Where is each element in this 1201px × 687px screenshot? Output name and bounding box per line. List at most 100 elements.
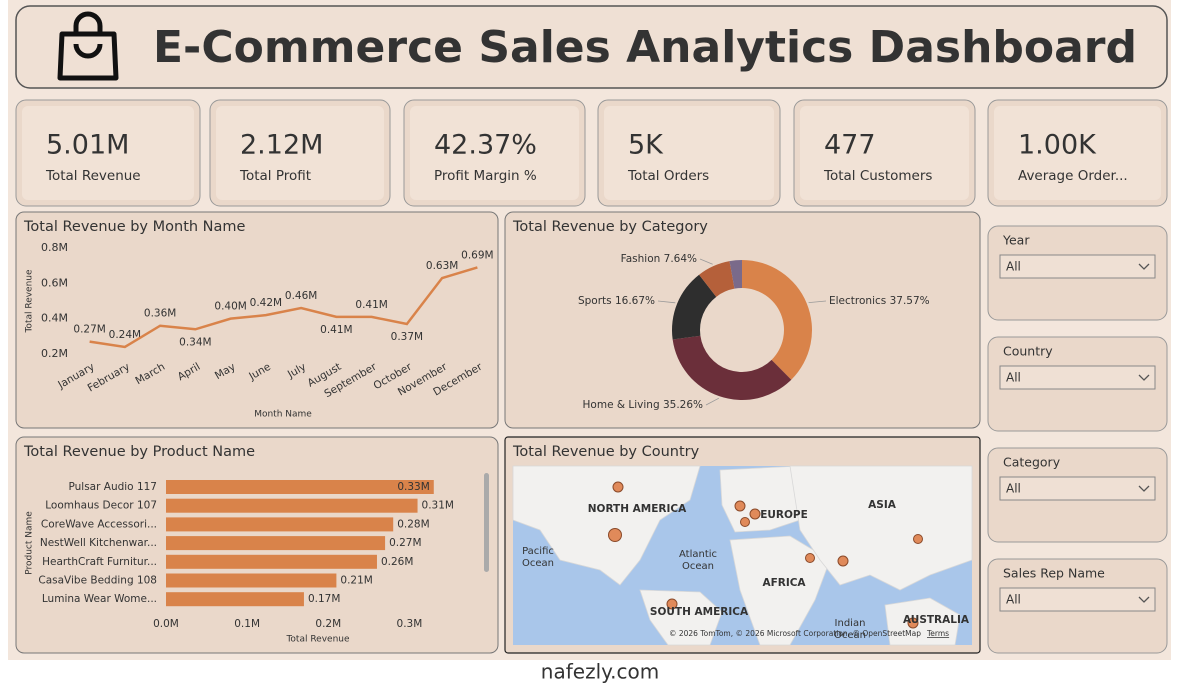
map-land xyxy=(729,535,831,646)
chart-title: Total Revenue by Country xyxy=(512,444,700,460)
slice-label: Fashion 7.64% xyxy=(621,253,697,265)
kpi-label: Total Profit xyxy=(239,168,311,184)
map-land xyxy=(639,589,723,646)
dropdown-arrow xyxy=(1138,374,1150,381)
map-bubble[interactable] xyxy=(740,517,750,527)
bar xyxy=(166,498,418,513)
kpi-value: 477 xyxy=(824,130,876,161)
data-label: 0.41M xyxy=(320,324,352,336)
data-label: 0.28M xyxy=(397,518,429,530)
slice-value: 37.57% xyxy=(890,295,930,307)
y-tick-label: HearthCraft Furnitur... xyxy=(42,556,157,568)
map-bubble[interactable] xyxy=(612,481,624,493)
y-tick-label: NestWell Kitchenwar... xyxy=(40,537,157,549)
map-land xyxy=(719,465,801,533)
y-axis-title: Total Revenue xyxy=(25,269,35,334)
data-label: 0.33M xyxy=(397,481,429,493)
kpi-inner xyxy=(604,106,774,200)
data-label: 0.27M xyxy=(73,324,105,336)
map-bubble[interactable] xyxy=(913,534,923,544)
ocean-word: Ocean xyxy=(522,558,554,569)
data-label: 0.37M xyxy=(391,331,423,343)
map-bubble[interactable] xyxy=(837,555,849,567)
bar xyxy=(166,517,394,532)
leader-line xyxy=(657,300,676,304)
slice-label: Home & Living 35.26% xyxy=(583,399,703,411)
x-tick-label: 0.2M xyxy=(315,618,341,630)
map-bubble[interactable] xyxy=(805,553,815,563)
kpi-label: Average Order... xyxy=(1018,168,1128,184)
slicer-dropdown[interactable] xyxy=(999,587,1156,612)
ocean-word: Pacific xyxy=(522,546,554,557)
kpi-inner xyxy=(994,106,1161,200)
slicer-value: All xyxy=(1006,593,1021,607)
y-tick-label: Lumina Wear Wome... xyxy=(42,593,157,605)
data-label: 0.42M xyxy=(250,297,282,309)
y-tick-label: CasaVibe Bedding 108 xyxy=(38,575,157,587)
continent-label: NORTH AMERICA xyxy=(588,503,687,515)
chart-title: Total Revenue by Product Name xyxy=(23,444,255,460)
map-land xyxy=(789,465,973,591)
panel xyxy=(504,211,981,429)
ocean-label: Indian Ocean xyxy=(834,618,866,641)
map-bubble[interactable] xyxy=(666,598,678,610)
slicer-dropdown[interactable] xyxy=(999,365,1156,390)
map-terms[interactable]: Terms xyxy=(926,629,949,638)
bar xyxy=(166,573,337,588)
data-label: 0.17M xyxy=(308,593,340,605)
kpi-value: 5K xyxy=(628,130,664,161)
data-label: 0.24M xyxy=(109,329,141,341)
header-box xyxy=(15,5,1168,89)
data-label: 0.27M xyxy=(389,537,421,549)
chart-title: Total Revenue by Category xyxy=(512,219,708,235)
bar xyxy=(166,592,304,607)
bar xyxy=(166,536,386,551)
y-tick-label: 0.6M xyxy=(41,276,68,289)
data-label: 0.21M xyxy=(340,575,372,587)
map-bubble[interactable] xyxy=(734,500,746,512)
kpi-value: 5.01M xyxy=(46,130,129,161)
data-label: 0.63M xyxy=(426,260,458,272)
x-axis-title: Total Revenue xyxy=(285,635,350,645)
leader-line xyxy=(808,300,827,303)
map-land xyxy=(512,465,701,586)
watermark: nafezly.com xyxy=(541,660,659,684)
data-label: 0.69M xyxy=(461,249,493,261)
dropdown-arrow xyxy=(1138,485,1150,492)
map-bubble[interactable] xyxy=(608,528,622,542)
y-tick-label: Pulsar Audio 117 xyxy=(68,481,157,493)
slicer-dropdown[interactable] xyxy=(999,254,1156,279)
ocean-label: Pacific Ocean xyxy=(522,546,554,569)
slicer-title: Category xyxy=(1003,455,1061,470)
slicer-dropdown[interactable] xyxy=(999,476,1156,501)
continent-label: AUSTRALIA xyxy=(903,614,970,626)
kpi-value: 1.00K xyxy=(1018,130,1097,161)
slice-category: Home & Living xyxy=(583,399,660,411)
ocean-label: Atlantic Ocean xyxy=(679,549,717,572)
donut-slice xyxy=(672,335,792,400)
slice-category: Fashion xyxy=(621,253,661,265)
dropdown-arrow xyxy=(1138,596,1150,603)
y-tick-label: CoreWave Accessori... xyxy=(41,518,157,530)
map-attribution: © 2026 TomTom, © 2026 Microsoft Corporat… xyxy=(669,629,921,638)
kpi-label: Total Customers xyxy=(823,168,932,184)
kpi-label: Profit Margin % xyxy=(434,168,537,184)
bag-icon xyxy=(57,11,119,81)
leader-line xyxy=(699,258,713,265)
data-label: 0.36M xyxy=(144,308,176,320)
donut-slice xyxy=(729,260,742,289)
leader-line xyxy=(705,397,720,406)
map-bubble[interactable] xyxy=(749,508,761,520)
kpi-inner xyxy=(410,106,579,200)
slicer-value: All xyxy=(1006,482,1021,496)
slice-category: Sports xyxy=(578,295,612,307)
y-tick-label: 0.8M xyxy=(41,241,68,254)
x-tick-label: 0.0M xyxy=(153,618,179,630)
map-bubble[interactable] xyxy=(907,617,919,629)
bar xyxy=(166,480,434,494)
kpi-value: 2.12M xyxy=(240,130,323,161)
chart-title: Total Revenue by Month Name xyxy=(23,219,246,235)
slicer-value: All xyxy=(1006,260,1021,274)
slicer-title: Sales Rep Name xyxy=(1003,566,1105,581)
